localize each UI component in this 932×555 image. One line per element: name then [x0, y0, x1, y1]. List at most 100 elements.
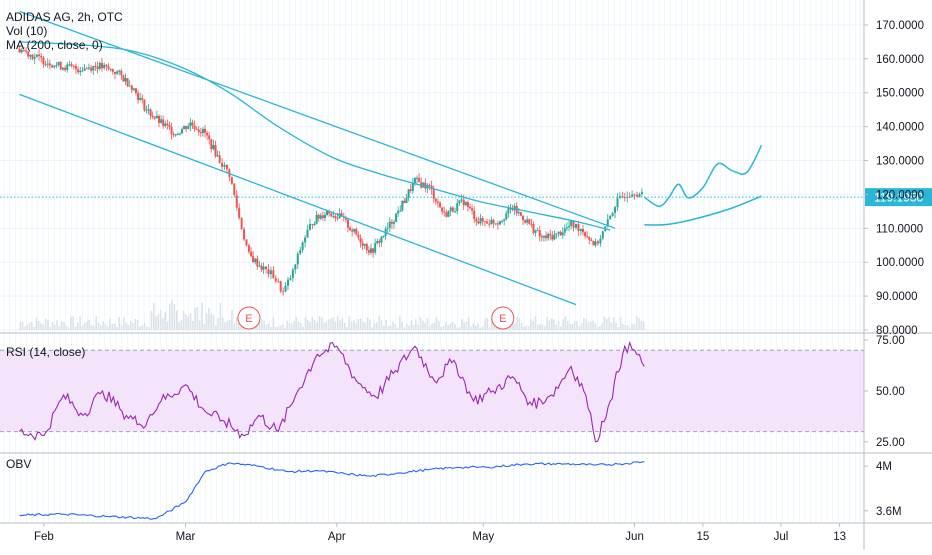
volume-bar: [615, 322, 617, 330]
projection-support: [644, 195, 762, 226]
volume-bar: [120, 325, 123, 330]
volume-bar: [454, 324, 456, 330]
candle-body: [522, 215, 525, 221]
volume-bar: [185, 314, 187, 330]
volume-bar: [169, 303, 171, 330]
candle-body: [46, 63, 49, 65]
volume-bar: [134, 318, 137, 330]
candle-body: [291, 269, 294, 279]
chart-grid: [0, 0, 864, 522]
earnings-marker-label: E: [499, 313, 506, 325]
volume-bar: [514, 323, 516, 330]
candle-body: [570, 221, 573, 226]
candle-body: [545, 235, 548, 239]
volume-bar: [307, 320, 309, 330]
candle-body: [568, 225, 571, 228]
candle-body: [61, 67, 64, 70]
time-tick-label: May: [472, 531, 494, 543]
volume-bar: [435, 317, 438, 330]
volume-bar: [90, 324, 93, 330]
volume-bar: [238, 319, 240, 330]
candle-body: [83, 68, 86, 71]
volume-bar: [373, 323, 376, 330]
candle-body: [113, 71, 116, 74]
candle-body: [68, 64, 71, 66]
candle-body: [42, 57, 45, 65]
candle-body: [458, 200, 461, 204]
volume-bar: [417, 324, 420, 330]
candle-body: [212, 145, 215, 150]
earnings-marker: [491, 306, 515, 330]
candle-body: [277, 281, 280, 283]
rsi-band: [0, 350, 864, 432]
candle-body: [460, 199, 463, 201]
volume-bar: [612, 317, 615, 330]
ma-label: MA (200, close, 0): [6, 38, 103, 52]
volume-bar: [208, 307, 210, 330]
volume-bar: [164, 311, 167, 330]
candle-body: [94, 65, 97, 67]
volume-bar: [123, 317, 125, 330]
volume-bar: [72, 316, 75, 330]
volume-bar: [109, 318, 111, 330]
volume-bar: [141, 325, 144, 330]
volume-bar: [608, 316, 610, 330]
candle-body: [122, 75, 125, 82]
candle-body: [445, 212, 448, 217]
candle-body: [395, 213, 398, 223]
volume-bar: [231, 310, 233, 330]
candle-body: [401, 200, 404, 211]
candle-body: [411, 182, 414, 191]
candle-body: [279, 281, 282, 292]
candle-body: [511, 208, 514, 211]
candle-body: [372, 248, 375, 253]
volume-bar: [550, 318, 553, 330]
candle-body: [221, 162, 224, 168]
obv-line: [19, 461, 645, 520]
volume-bar: [387, 325, 390, 330]
candle-body: [416, 177, 419, 179]
candle-body: [48, 63, 51, 66]
volume-bar: [408, 325, 410, 330]
candle-body: [143, 99, 146, 111]
candle-body: [397, 210, 400, 214]
candle-body: [528, 219, 531, 224]
volume-bar: [362, 321, 364, 330]
candle-body: [388, 221, 391, 228]
candle-body: [172, 134, 175, 136]
candle-body: [361, 242, 364, 246]
volume-bar: [587, 321, 590, 330]
volume-bar: [493, 324, 495, 330]
candle-body: [451, 207, 454, 212]
volume-bar: [557, 320, 560, 330]
candle-body: [153, 117, 156, 119]
candle-body: [616, 198, 619, 208]
candle-body: [428, 185, 431, 187]
candle-body: [187, 126, 190, 129]
candle-body: [306, 229, 309, 238]
volume-bar: [146, 326, 148, 330]
candle-body: [540, 236, 543, 238]
volume-bar: [49, 327, 52, 330]
candle-body: [549, 233, 552, 236]
volume-bar: [173, 304, 176, 330]
candle-body: [262, 266, 265, 270]
candle-body: [245, 239, 248, 246]
candle-body: [141, 97, 144, 100]
candle-body: [538, 230, 541, 237]
candle-body: [355, 228, 358, 235]
volume-bar: [311, 317, 314, 330]
candle-body: [496, 223, 499, 225]
volume-bar: [104, 324, 107, 330]
volume-bar: [270, 327, 272, 330]
candle-body: [553, 234, 556, 240]
candle-body: [254, 258, 257, 263]
volume-bar: [28, 322, 31, 330]
volume-bar: [606, 318, 608, 330]
candle-body: [551, 235, 554, 240]
volume-bar: [622, 323, 624, 330]
candle-body: [633, 194, 636, 196]
volume-bar: [585, 319, 587, 330]
